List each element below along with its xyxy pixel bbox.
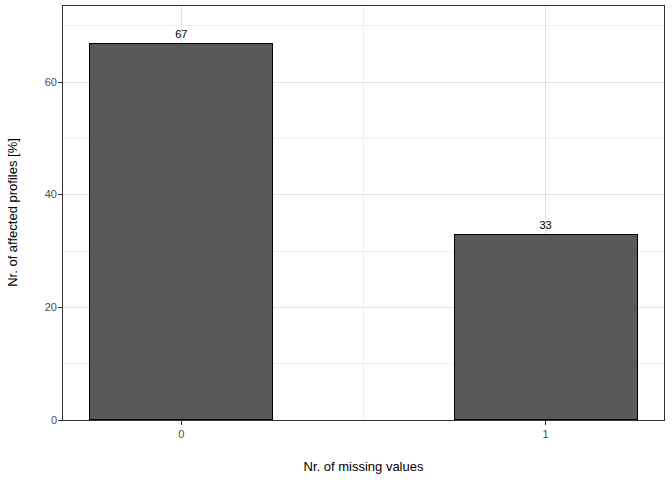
y-axis-tick-label: 0 xyxy=(21,413,57,428)
bar xyxy=(89,43,273,420)
plot-panel: 67 33 xyxy=(62,5,665,421)
y-axis-tick-mark xyxy=(58,194,62,195)
bar-value-label: 67 xyxy=(151,27,211,41)
y-axis-tick-mark xyxy=(58,307,62,308)
y-axis-tick-label: 40 xyxy=(21,187,57,202)
y-axis-tick-label: 60 xyxy=(21,75,57,90)
x-axis-tick-label: 0 xyxy=(156,427,206,442)
x-axis-tick-mark xyxy=(545,421,546,425)
bar-chart-figure: Nr. of affected profiles [%] 67 33 Nr. of… xyxy=(0,0,672,480)
bar xyxy=(454,234,638,420)
y-axis-tick-mark xyxy=(58,420,62,421)
x-axis-title: Nr. of missing values xyxy=(62,458,665,475)
bar-value-label: 33 xyxy=(516,218,576,232)
x-axis-tick-mark xyxy=(181,421,182,425)
y-axis-tick-mark xyxy=(58,82,62,83)
y-axis-title: Nr. of affected profiles [%] xyxy=(4,33,21,393)
y-axis-tick-label: 20 xyxy=(21,300,57,315)
x-axis-tick-label: 1 xyxy=(521,427,571,442)
gridline-minor-vertical xyxy=(363,6,364,420)
